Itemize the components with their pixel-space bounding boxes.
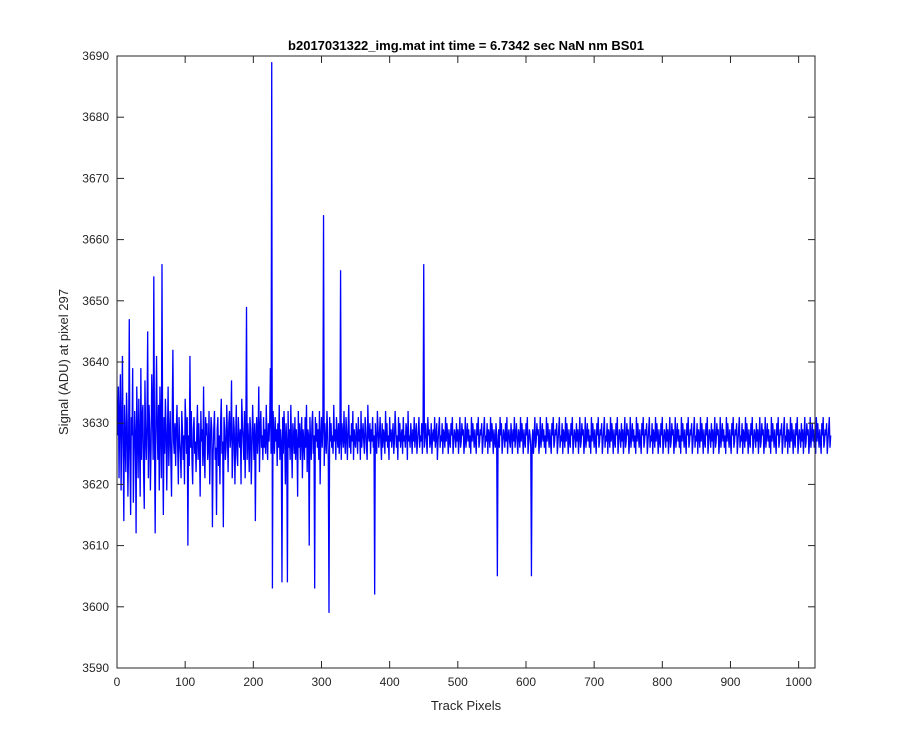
y-tick-label: 3680 [82, 110, 109, 124]
y-tick-label: 3610 [82, 539, 109, 553]
plot-area [117, 56, 815, 668]
x-tick-label: 700 [584, 675, 604, 689]
y-tick-label: 3630 [82, 416, 109, 430]
chart-title: b2017031322_img.mat int time = 6.7342 se… [288, 38, 644, 53]
y-tick-label: 3620 [82, 477, 109, 491]
x-tick-label: 100 [175, 675, 195, 689]
y-axis-label: Signal (ADU) at pixel 297 [56, 289, 71, 435]
y-tick-label: 3600 [82, 600, 109, 614]
y-tick-label: 3660 [82, 233, 109, 247]
y-tick-label: 3650 [82, 294, 109, 308]
x-axis-label: Track Pixels [431, 698, 502, 713]
x-tick-label: 900 [720, 675, 740, 689]
x-tick-label: 600 [516, 675, 536, 689]
series-line-0 [117, 62, 832, 613]
plot-background [117, 56, 815, 668]
x-tick-label: 800 [652, 675, 672, 689]
y-tick-label: 3590 [82, 661, 109, 675]
x-tick-label: 1000 [785, 675, 812, 689]
x-tick-label: 200 [243, 675, 263, 689]
series-layer [117, 62, 832, 613]
y-tick-label: 3640 [82, 355, 109, 369]
x-tick-label: 0 [114, 675, 121, 689]
x-tick-label: 400 [380, 675, 400, 689]
x-tick-label: 500 [448, 675, 468, 689]
x-tick-label: 300 [311, 675, 331, 689]
axes-layer: 0 100 200 300 400 500 600 700 800 900 1000 3590 3600… [82, 49, 816, 689]
y-tick-label: 3690 [82, 49, 109, 63]
y-tick-label: 3670 [82, 171, 109, 185]
